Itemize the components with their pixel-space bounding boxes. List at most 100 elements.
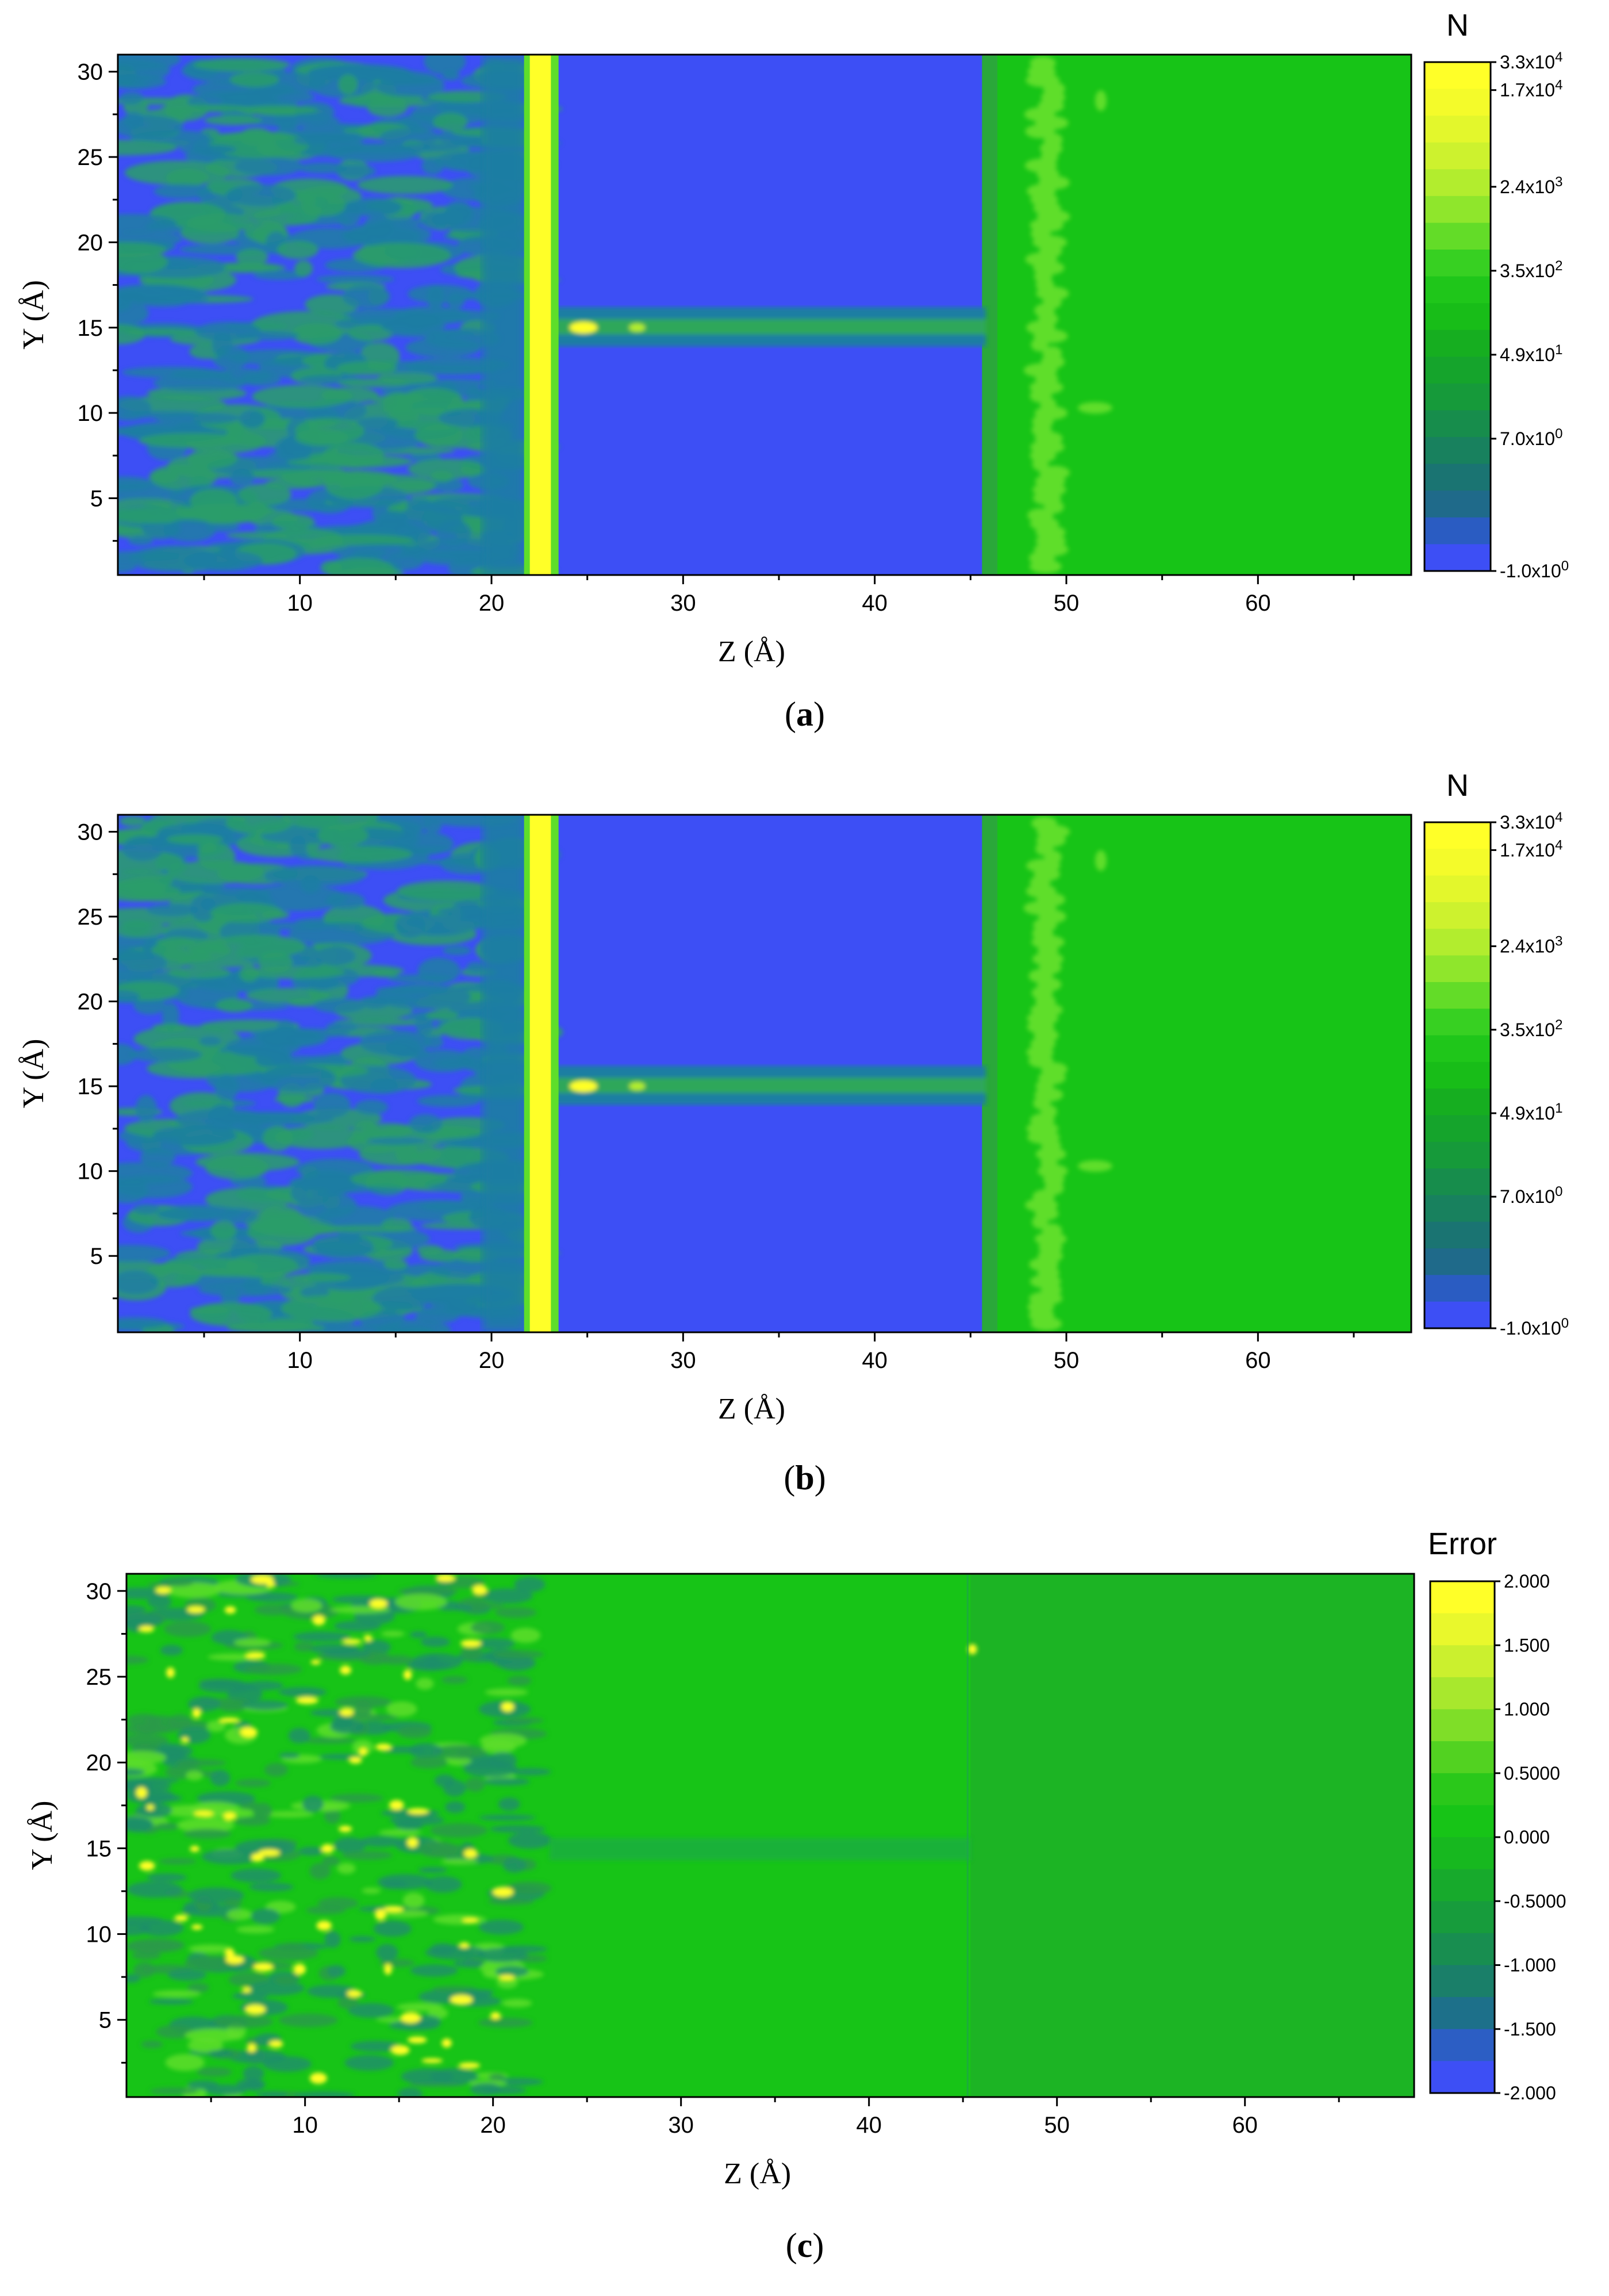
colorbar-title: N xyxy=(1446,8,1469,43)
colorbar-step xyxy=(1424,142,1491,170)
colorbar-step xyxy=(1430,1837,1495,1870)
colorbar-step xyxy=(1424,1061,1491,1089)
colorbar-label: 0.5000 xyxy=(1504,1763,1560,1784)
colorbar-step xyxy=(1424,437,1491,465)
y-tick-label: 10 xyxy=(86,1922,112,1948)
y-axis-label: Y (Å) xyxy=(17,1039,50,1109)
colorbar-step xyxy=(1424,1009,1491,1036)
colorbar-label: 1.7x104 xyxy=(1500,837,1562,860)
colorbar-step xyxy=(1424,62,1491,90)
y-tick-label: 15 xyxy=(86,1836,112,1861)
y-tick-label: 30 xyxy=(86,1579,112,1604)
x-tick-label: 50 xyxy=(1054,591,1080,616)
colorbar-step xyxy=(1424,1141,1491,1169)
colorbar-label: 1.000 xyxy=(1504,1699,1550,1720)
x-tick-label: 40 xyxy=(862,591,888,616)
colorbar-step xyxy=(1424,1115,1491,1143)
y-axis: 5 10 15 20 25 30 Y (Å) xyxy=(17,820,118,1300)
panel-caption: (a) xyxy=(785,695,825,733)
colorbar-step xyxy=(1430,1901,1495,1934)
colorbar-step xyxy=(1424,116,1491,143)
colorbar-step xyxy=(1430,1645,1495,1678)
y-tick-label: 20 xyxy=(78,990,103,1015)
y-tick-label: 30 xyxy=(78,60,103,85)
colorbar-step xyxy=(1430,2061,1495,2094)
x-tick-label: 10 xyxy=(287,1348,313,1373)
colorbar-step xyxy=(1424,169,1491,197)
colorbar-label: 4.9x101 xyxy=(1500,342,1562,365)
colorbar-step xyxy=(1430,1805,1495,1838)
colorbar-title: N xyxy=(1446,768,1469,803)
colorbar-label: -1.000 xyxy=(1504,1955,1556,1976)
y-axis-label: Y (Å) xyxy=(26,1801,59,1870)
colorbar-step xyxy=(1424,929,1491,956)
x-axis-label: Z (Å) xyxy=(724,2157,791,2190)
colorbar-step xyxy=(1424,89,1491,116)
colorbar-label: 3.5x102 xyxy=(1500,258,1562,281)
y-tick-label: 20 xyxy=(78,230,103,255)
colorbar-label: 2.4x103 xyxy=(1500,174,1562,197)
colorbar-step xyxy=(1424,1221,1491,1249)
x-tick-label: 20 xyxy=(479,1348,505,1373)
colorbar-step xyxy=(1430,1869,1495,1902)
y-tick-label: 25 xyxy=(86,1665,112,1690)
colorbar-step xyxy=(1424,383,1491,411)
y-tick-label: 15 xyxy=(78,1074,103,1099)
x-tick-label: 10 xyxy=(292,2113,318,2138)
colorbar-step xyxy=(1430,1613,1495,1646)
plot-frame xyxy=(125,1573,1415,2098)
x-tick-label: 30 xyxy=(670,1348,696,1373)
colorbar-label: 7.0x100 xyxy=(1500,1184,1562,1207)
colorbar-label: -0.5000 xyxy=(1504,1891,1566,1911)
heatmap-field xyxy=(118,815,1411,1332)
x-tick-label: 20 xyxy=(480,2113,506,2138)
colorbar-step xyxy=(1424,1088,1491,1116)
panel-b: 10 20 30 40 50 60 Z (Å) 5 10 15 20 25 30 Y (Å) N 3.3x10… xyxy=(17,768,1569,1497)
colorbar: N 3.3x104 1.7x104 2.4x103 3.5x102 4.9x101 7.0x… xyxy=(1423,8,1569,581)
colorbar-step xyxy=(1424,1035,1491,1063)
colorbar-step xyxy=(1430,1773,1495,1806)
colorbar-label: 3.5x102 xyxy=(1500,1017,1562,1040)
colorbar-label: 7.0x100 xyxy=(1500,426,1562,449)
x-tick-label: 20 xyxy=(479,591,505,616)
x-tick-label: 60 xyxy=(1245,1348,1271,1373)
colorbar-label: -1.0x100 xyxy=(1500,558,1569,581)
y-tick-label: 25 xyxy=(78,145,103,170)
x-tick-label: 10 xyxy=(287,591,313,616)
x-tick-label: 40 xyxy=(862,1348,888,1373)
colorbar-step xyxy=(1424,250,1491,277)
heatmap-field xyxy=(118,55,1411,575)
x-axis: 10 20 30 40 50 60 Z (Å) xyxy=(210,2097,1340,2190)
colorbar-step xyxy=(1430,1965,1495,1998)
panel-c: 10 20 30 40 50 60 Z (Å) 5 10 15 20 25 30 Y (Å) Error 2.… xyxy=(26,1527,1566,2264)
colorbar-label: 3.3x104 xyxy=(1500,810,1562,833)
colorbar-label: 1.500 xyxy=(1504,1635,1550,1655)
colorbar-step xyxy=(1424,849,1491,876)
y-tick-label: 10 xyxy=(78,401,103,426)
colorbar-step xyxy=(1424,875,1491,903)
colorbar-step xyxy=(1424,544,1491,572)
colorbar-step xyxy=(1430,1581,1495,1614)
y-tick-label: 30 xyxy=(78,820,103,845)
colorbar-step xyxy=(1430,1709,1495,1742)
panel-caption: (c) xyxy=(786,2226,824,2264)
colorbar-label: 3.3x104 xyxy=(1500,49,1562,72)
colorbar-step xyxy=(1424,490,1491,518)
colorbar-label: -2.000 xyxy=(1504,2083,1556,2103)
colorbar-label: 4.9x101 xyxy=(1500,1101,1562,1124)
colorbar-step xyxy=(1430,2029,1495,2061)
y-axis: 5 10 15 20 25 30 Y (Å) xyxy=(17,60,118,542)
y-tick-label: 5 xyxy=(90,486,103,511)
colorbar-step xyxy=(1424,982,1491,1009)
plot-frame xyxy=(117,53,1412,576)
y-axis-label: Y (Å) xyxy=(17,280,50,350)
colorbar-label: 1.7x104 xyxy=(1500,78,1562,101)
colorbar-step xyxy=(1424,1195,1491,1222)
colorbar-step xyxy=(1424,517,1491,545)
y-tick-label: 25 xyxy=(78,904,103,930)
panel-caption: (b) xyxy=(784,1459,825,1497)
y-axis: 5 10 15 20 25 30 Y (Å) xyxy=(26,1579,126,2064)
colorbar-step xyxy=(1424,357,1491,384)
panel-a: 10 20 30 40 50 60 Z (Å) 5 10 15 20 25 30 Y (Å) N 3.3x10… xyxy=(17,8,1569,733)
